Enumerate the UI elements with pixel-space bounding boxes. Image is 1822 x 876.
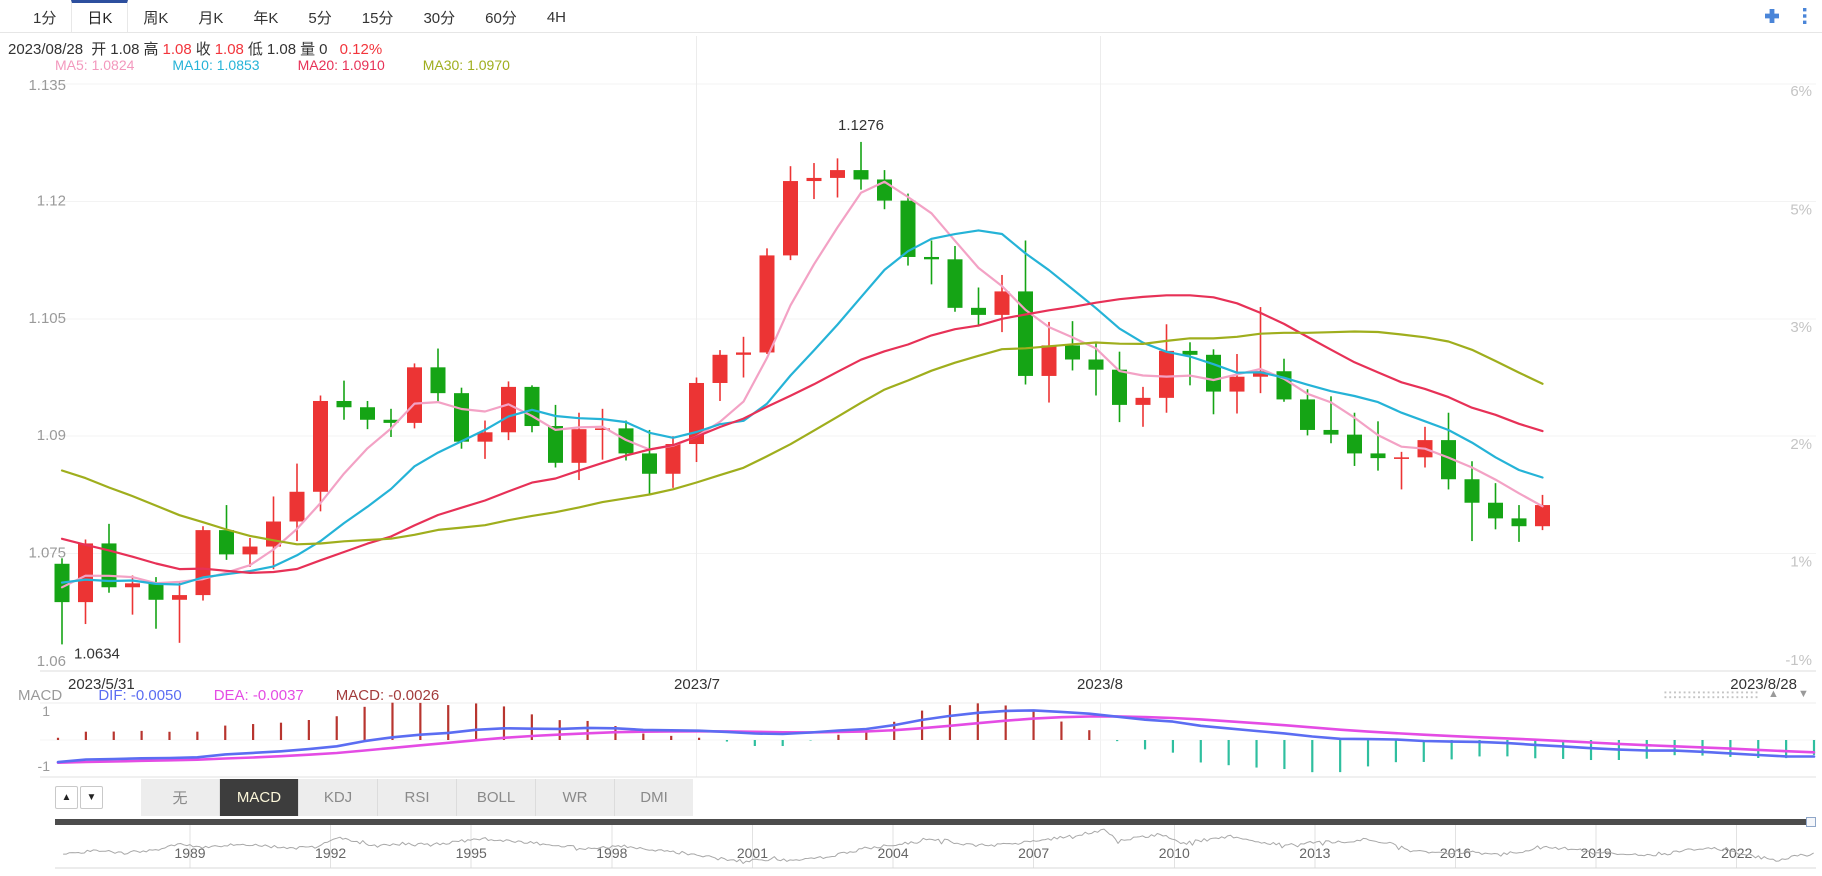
indicator-tab-BOLL[interactable]: BOLL <box>456 779 535 816</box>
date-axis: 2023/5/31 2023/7 2023/8 2023/8/28 <box>68 676 1797 693</box>
timeframe-tab-4H[interactable]: 4H <box>546 9 566 26</box>
svg-text:1989: 1989 <box>174 845 205 861</box>
pane-drag-strip[interactable] <box>1663 690 1760 699</box>
svg-text:5%: 5% <box>1790 201 1812 218</box>
svg-text:1: 1 <box>42 703 50 719</box>
timeframe-tab-60分[interactable]: 60分 <box>485 10 517 27</box>
ma-value-label: MA10: 1.0853 <box>172 57 260 73</box>
navigator: 1989 1992 1995 1998 2001 2004 2007 2010 2013 2016… <box>55 825 1816 869</box>
kebab-menu-icon[interactable] <box>1802 6 1808 26</box>
info-field-label: 量 <box>300 41 316 58</box>
macd-values-bar: MACD DIF: -0.0050 DEA: -0.0037 MACD: -0.00… <box>18 687 471 704</box>
ma-value-label: MA30: 1.0970 <box>422 57 510 73</box>
svg-text:2004: 2004 <box>877 845 908 861</box>
navigator-top-bar[interactable] <box>55 819 1816 825</box>
timeframe-tab-年K[interactable]: 年K <box>253 10 279 27</box>
indicator-bar: ▲ ▼ 无 MACD KDJ RSI BOLL WR DMI <box>55 779 693 816</box>
topbar-icons <box>1762 0 1808 32</box>
macd-value-label: DEA: -0.0037 <box>213 687 304 704</box>
svg-text:2001: 2001 <box>737 845 768 861</box>
indicator-up-button[interactable]: ▲ <box>55 786 78 809</box>
pane-down-icon[interactable]: ▼ <box>1798 688 1809 700</box>
svg-text:2013: 2013 <box>1299 845 1330 861</box>
ohlc-info-bar: 2023/08/28 开 1.08 高 1.08 收 1.08 低 1.08 量 0 0.12% <box>8 38 386 59</box>
svg-text:2%: 2% <box>1790 436 1812 453</box>
svg-text:1%: 1% <box>1790 554 1812 571</box>
info-fields: 开 1.08 高 1.08 收 1.08 低 1.08 量 0 <box>91 41 331 58</box>
timeframe-tab-30分[interactable]: 30分 <box>423 10 456 27</box>
info-field-label: 收 <box>195 41 211 58</box>
svg-text:1.12: 1.12 <box>37 192 66 209</box>
timeframe-tabbar: 1分 日K 周K 月K 年K 5分 15分 30分 60分 4H <box>0 0 1822 33</box>
svg-text:2007: 2007 <box>1018 845 1049 861</box>
change-percent: 0.12% <box>339 41 383 58</box>
svg-text:1.0634: 1.0634 <box>74 645 120 662</box>
collapse-icon[interactable] <box>1762 6 1782 26</box>
ma-value-label: MA5: 1.0824 <box>55 57 135 73</box>
ma-value-label: MA20: 1.0910 <box>297 57 385 73</box>
svg-text:2023/8/28: 2023/8/28 <box>1730 676 1797 693</box>
svg-text:1.075: 1.075 <box>28 545 66 562</box>
info-date: 2023/08/28 <box>8 41 84 58</box>
svg-text:1.105: 1.105 <box>28 310 66 327</box>
timeframe-tab-月K[interactable]: 月K <box>198 10 224 27</box>
macd-value-label: MACD: -0.0026 <box>335 687 440 704</box>
svg-text:1.06: 1.06 <box>37 653 66 670</box>
main-price-chart: 1.135 6% 1.12 5% 1.105 3% 1.09 2% 1.075 1% 1.06 -1%… <box>28 36 1816 777</box>
indicator-tab-无[interactable]: 无 <box>141 779 219 816</box>
svg-text:2023/7: 2023/7 <box>674 676 720 693</box>
info-field-value: 1.08 <box>214 41 244 58</box>
ma-values-bar: MA5: 1.0824 MA10: 1.0853 MA20: 1.0910 MA30:… <box>55 57 548 73</box>
svg-text:1995: 1995 <box>456 845 487 861</box>
timeframe-tab-5分[interactable]: 5分 <box>308 10 332 27</box>
svg-text:-1: -1 <box>38 758 51 774</box>
timeframe-tabs: 1分 日K 周K 月K 年K 5分 15分 30分 60分 4H <box>18 0 581 32</box>
svg-text:1.09: 1.09 <box>37 427 66 444</box>
indicator-tab-KDJ[interactable]: KDJ <box>298 779 377 816</box>
timeframe-tab-15分[interactable]: 15分 <box>361 10 394 27</box>
indicator-tab-MACD[interactable]: MACD <box>219 779 298 816</box>
info-field-value: 0 <box>319 41 328 58</box>
info-field-value: 1.08 <box>266 41 297 58</box>
svg-text:2016: 2016 <box>1440 845 1471 861</box>
navigator-handle[interactable] <box>1806 817 1816 827</box>
info-field-label: 开 <box>91 41 107 58</box>
timeframe-tab-1分[interactable]: 1分 <box>33 10 57 27</box>
svg-text:1998: 1998 <box>596 845 627 861</box>
indicator-down-button[interactable]: ▼ <box>80 786 103 809</box>
svg-text:1.135: 1.135 <box>28 77 66 94</box>
info-field-label: 低 <box>247 41 263 58</box>
macd-pane: 1 -1 <box>38 702 1816 778</box>
pane-up-icon[interactable]: ▲ <box>1768 688 1779 700</box>
svg-text:1.1276: 1.1276 <box>838 117 884 134</box>
info-field-value: 1.08 <box>110 41 140 58</box>
indicator-tab-RSI[interactable]: RSI <box>377 779 456 816</box>
svg-text:2010: 2010 <box>1159 845 1190 861</box>
svg-text:3%: 3% <box>1790 319 1812 336</box>
svg-text:2023/5/31: 2023/5/31 <box>68 676 135 693</box>
svg-text:-1%: -1% <box>1785 652 1812 669</box>
indicator-tab-WR[interactable]: WR <box>535 779 614 816</box>
info-field-label: 高 <box>143 41 159 58</box>
indicator-tab-DMI[interactable]: DMI <box>614 779 693 816</box>
timeframe-tab-周K[interactable]: 周K <box>143 10 169 27</box>
svg-text:6%: 6% <box>1790 83 1812 100</box>
macd-value-label: DIF: -0.0050 <box>98 687 182 704</box>
timeframe-tab-日K[interactable]: 日K <box>71 0 129 32</box>
svg-text:1992: 1992 <box>315 845 346 861</box>
indicator-tabs: 无 MACD KDJ RSI BOLL WR DMI <box>141 779 693 816</box>
info-field-value: 1.08 <box>162 41 192 58</box>
svg-text:2023/8: 2023/8 <box>1077 676 1123 693</box>
macd-pane-title: MACD <box>18 687 63 704</box>
